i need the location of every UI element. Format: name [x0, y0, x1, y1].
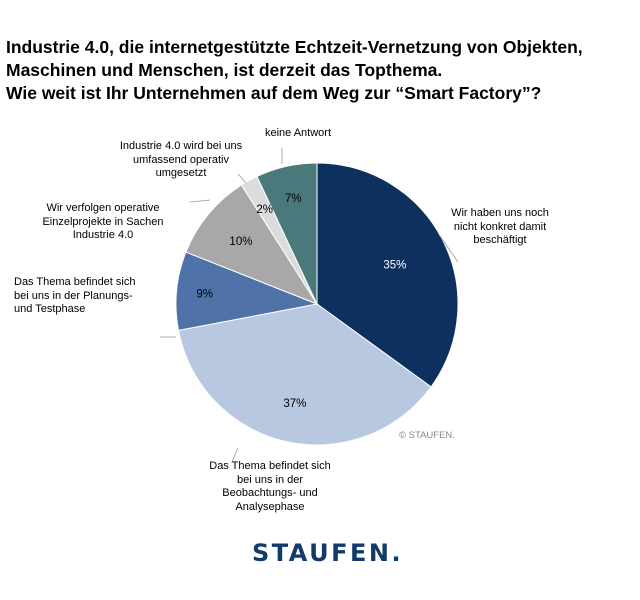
label-line: Wir haben uns noch [451, 207, 549, 219]
label-line: Wir verfolgen operative [46, 202, 160, 214]
leader-line [439, 235, 459, 263]
label-line: Industrie 4.0 wird bei uns [119, 140, 243, 152]
title-line: Industrie 4.0, die internetgestützte Ech… [6, 37, 583, 57]
label-line: Beobachtungs- und [222, 487, 318, 499]
label-line: bei uns in der [236, 473, 304, 486]
slice-value-label: 37% [283, 398, 306, 410]
label-implemented: Industrie 4.0 wird bei uns umfassend ope… [106, 140, 256, 181]
slice-value-label: 9% [196, 288, 213, 300]
leader-line [231, 447, 239, 463]
label-not-started: Wir haben uns noch nicht konkret damit b… [440, 207, 560, 248]
slice-value-label: 10% [229, 236, 252, 248]
label-line: Das Thema befindet sich [14, 276, 136, 288]
pie-slice [256, 162, 318, 305]
label-line: umgesetzt [155, 167, 207, 179]
slice-value-label: 35% [383, 259, 406, 271]
label-observation: Das Thema befindet sich bei uns in der B… [195, 460, 345, 514]
label-line: und Testphase [14, 303, 86, 315]
slice-value-label: 7% [285, 193, 302, 205]
title-line: Wie weit ist Ihr Unternehmen auf dem Weg… [6, 83, 542, 103]
pie-slice [185, 184, 319, 306]
copyright: © STAUFEN. [399, 430, 455, 441]
slice-value-label: 2% [256, 204, 273, 216]
label-line: Analysephase [235, 500, 305, 513]
staufen-logo: STAUFEN. [252, 539, 404, 567]
chart-title: Industrie 4.0, die internetgestützte Ech… [6, 36, 640, 105]
label-line: nicht konkret damit [453, 220, 547, 233]
label-line: umfassend operativ [133, 153, 229, 166]
pie-slice [177, 303, 432, 446]
label-line: beschäftigt [473, 234, 527, 246]
label-no-answer: keine Antwort [248, 127, 348, 141]
label-projects: Wir verfolgen operative Einzelprojekte i… [33, 202, 173, 243]
label-line: Das Thema befindet sich [209, 460, 331, 472]
title-line: Maschinen und Menschen, ist derzeit das … [6, 60, 443, 80]
leader-line [237, 173, 247, 184]
label-planning: Das Thema befindet sich bei uns in der P… [14, 276, 164, 317]
leader-line [189, 199, 211, 203]
label-line: Einzelprojekte in Sachen [42, 215, 164, 228]
label-line: bei uns in der Planungs- [14, 289, 133, 302]
pie-slice [175, 251, 319, 332]
label-line: keine Antwort [264, 127, 332, 139]
label-line: Industrie 4.0 [72, 229, 134, 241]
